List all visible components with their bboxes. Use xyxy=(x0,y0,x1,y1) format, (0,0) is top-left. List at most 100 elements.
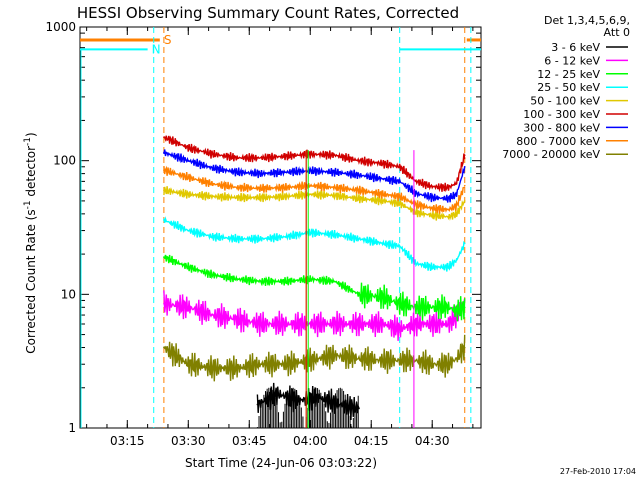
flag-label: N xyxy=(152,42,161,56)
data-point xyxy=(211,183,214,185)
data-point xyxy=(163,346,165,349)
data-point xyxy=(236,278,238,280)
series-line xyxy=(163,149,466,203)
data-point xyxy=(163,136,165,138)
data-point xyxy=(415,180,417,183)
data-point xyxy=(309,278,312,280)
y-tick-label: 100 xyxy=(53,154,76,168)
data-point xyxy=(309,323,312,325)
legend-label: 6 - 12 keV xyxy=(544,54,600,67)
data-point xyxy=(187,306,190,309)
data-point xyxy=(398,202,401,205)
data-point xyxy=(455,182,458,184)
data-point xyxy=(455,193,458,196)
x-tick-label: 03:45 xyxy=(232,434,267,448)
chart-title: HESSI Observing Summary Count Rates, Cor… xyxy=(77,4,459,22)
legend-label: 50 - 100 keV xyxy=(530,95,600,108)
data-point xyxy=(398,245,401,247)
plot-frame xyxy=(79,26,482,429)
data-point xyxy=(382,200,385,202)
data-point xyxy=(260,187,263,190)
plot-series xyxy=(163,135,466,428)
x-tick-label: 04:30 xyxy=(415,434,450,448)
data-point xyxy=(463,242,466,245)
plot-axes xyxy=(79,26,482,429)
legend-label: 100 - 300 keV xyxy=(523,108,600,121)
data-point xyxy=(211,274,214,276)
data-point xyxy=(463,306,466,309)
data-point xyxy=(358,293,360,296)
data-point xyxy=(382,162,385,165)
series-4 xyxy=(163,186,466,221)
data-point xyxy=(333,186,336,189)
data-point xyxy=(260,280,263,283)
data-point xyxy=(211,235,214,238)
data-point xyxy=(382,178,385,180)
axis-ticks: 03:15 03:30 03:45 04:00 04:15 04:30 1 10 100 1000 xyxy=(45,20,481,448)
legend-label: 3 - 6 keV xyxy=(551,41,600,54)
data-point xyxy=(163,151,165,154)
x-tick-label: 03:15 xyxy=(110,434,145,448)
data-point xyxy=(415,306,417,309)
series-line xyxy=(163,290,466,341)
data-point xyxy=(398,195,401,198)
data-point xyxy=(333,194,336,197)
data-point xyxy=(260,157,263,159)
data-point xyxy=(236,318,238,321)
data-point xyxy=(431,214,434,217)
data-point xyxy=(431,207,434,210)
data-point xyxy=(431,185,434,188)
data-point xyxy=(455,204,458,207)
data-point xyxy=(358,323,360,325)
footer-date: 27-Feb-2010 17:04 xyxy=(560,467,636,476)
series-line xyxy=(163,334,466,382)
data-point xyxy=(211,367,214,370)
data-point xyxy=(382,323,385,325)
series-8 xyxy=(163,334,466,382)
data-point xyxy=(256,403,259,406)
legend-header: Det 1,3,4,5,6,9, xyxy=(544,14,630,27)
series-line xyxy=(163,165,466,214)
data-point xyxy=(285,171,287,173)
series-line xyxy=(163,216,466,272)
data-point xyxy=(358,197,360,200)
data-point xyxy=(447,363,450,366)
data-point xyxy=(455,259,458,262)
legend-header: Att 0 xyxy=(604,26,630,39)
data-point xyxy=(236,196,238,199)
data-point xyxy=(163,219,165,221)
data-point xyxy=(285,195,287,198)
data-point xyxy=(447,186,450,189)
data-point xyxy=(260,323,263,325)
data-point xyxy=(211,153,214,155)
data-point xyxy=(382,193,385,196)
data-point xyxy=(309,231,312,234)
data-point xyxy=(236,367,238,370)
data-point xyxy=(187,266,190,268)
y-tick-label: 1000 xyxy=(45,20,76,34)
data-point xyxy=(187,229,190,232)
series-2 xyxy=(163,254,466,322)
data-point xyxy=(285,363,287,366)
data-point xyxy=(447,208,450,211)
data-point xyxy=(309,184,312,187)
data-point xyxy=(285,186,287,189)
data-point xyxy=(415,203,417,206)
data-point xyxy=(163,169,165,171)
data-point xyxy=(463,200,466,202)
data-point xyxy=(187,176,190,179)
data-point xyxy=(455,213,458,215)
data-point xyxy=(431,363,434,366)
data-point xyxy=(431,306,434,309)
data-point xyxy=(463,346,466,349)
data-point xyxy=(211,314,214,316)
data-point xyxy=(398,165,401,168)
data-point xyxy=(358,238,360,240)
low-count-spikes xyxy=(256,387,359,428)
data-point xyxy=(285,155,287,157)
series-1 xyxy=(163,290,466,341)
data-point xyxy=(163,189,165,192)
data-point xyxy=(187,363,190,366)
data-point xyxy=(358,189,360,192)
data-point xyxy=(447,216,450,218)
